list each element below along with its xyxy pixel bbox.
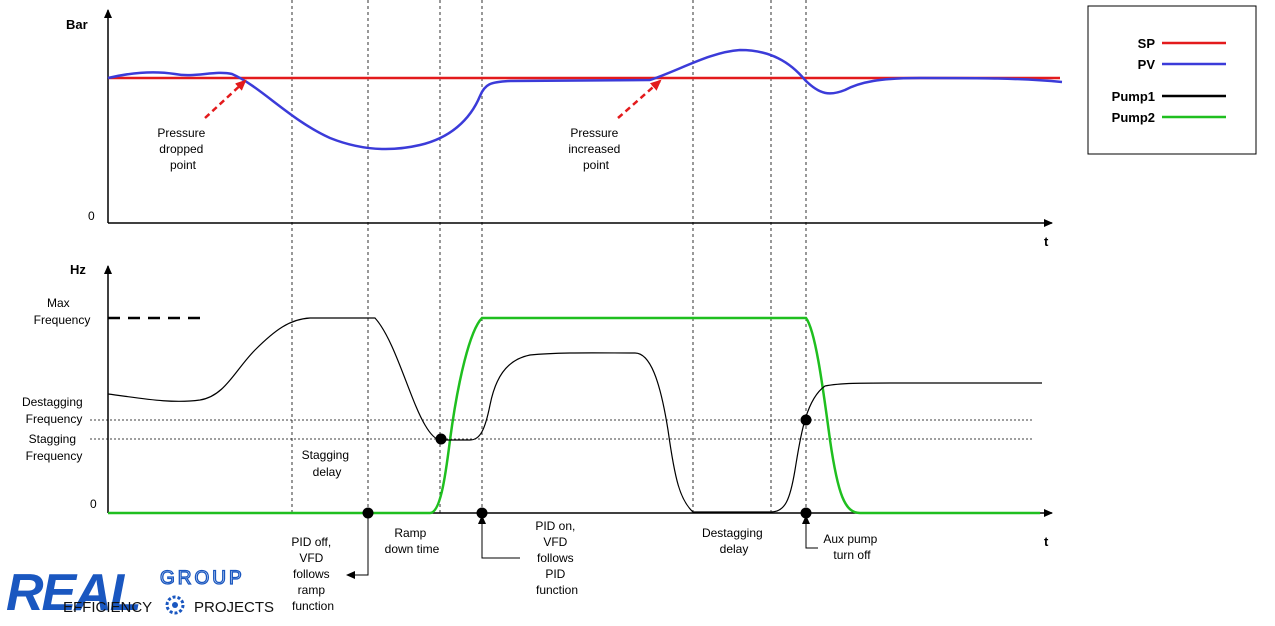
destagging-point-marker	[800, 414, 812, 426]
logo-projects-word: PROJECTS	[194, 599, 274, 616]
bottom-frequency-chart: Hz 0 t Max Frequency Destagging Frequenc…	[22, 262, 1053, 613]
top-x-axis-label: t	[1044, 234, 1049, 249]
max-frequency-label: Max Frequency	[34, 296, 91, 327]
legend-label-pump1: Pump1	[1112, 89, 1155, 104]
pv-series-line	[107, 48, 1063, 151]
legend: SP PV Pump1 Pump2	[1087, 5, 1257, 155]
legend-label-sp: SP	[1138, 36, 1156, 51]
logo-real-wordmark: REAL	[6, 564, 140, 622]
legend-label-pv: PV	[1138, 57, 1156, 72]
top-zero-label: 0	[88, 209, 95, 223]
pid-off-annotation: PID off, VFD follows ramp function	[291, 535, 334, 613]
legend-label-pump2: Pump2	[1112, 110, 1155, 125]
legend-item-sp: SP	[1138, 36, 1226, 51]
pump2-series-line	[108, 316, 1040, 515]
bottom-zero-label: 0	[90, 497, 97, 511]
pid-on-pointer	[478, 515, 520, 559]
stagging-frequency-label: Stagging Frequency	[26, 432, 83, 463]
legend-box	[1087, 5, 1257, 155]
ramp-down-annotation: Ramp down time	[385, 526, 440, 556]
stagging-point-marker	[435, 433, 447, 445]
bottom-x-axis-label: t	[1044, 534, 1049, 549]
logo-efficiency-word: EFFICIENCY	[63, 599, 152, 616]
legend-item-pump1: Pump1	[1112, 89, 1226, 104]
pid-on-annotation: PID on, VFD follows PID function	[535, 519, 578, 597]
legend-item-pv: PV	[1138, 57, 1226, 72]
aux-pump-off-pointer	[802, 515, 818, 549]
legend-item-pump2: Pump2	[1112, 110, 1226, 125]
stagging-delay-annotation: Stagging delay	[302, 448, 353, 479]
pressure-increased-annotation: Pressure increased point	[568, 126, 623, 172]
pressure-dropped-arrow	[204, 79, 247, 119]
pressure-dropped-annotation: Pressure dropped point	[157, 126, 208, 172]
aux-pump-off-annotation: Aux pump turn off	[823, 532, 880, 562]
bottom-y-axis-label: Hz	[70, 262, 86, 277]
destagging-delay-annotation: Destagging delay	[702, 526, 766, 556]
destagging-frequency-label: Destagging Frequency	[22, 395, 86, 426]
gear-icon	[165, 595, 185, 615]
pump1-series-line	[107, 317, 1042, 513]
pressure-increased-arrow	[617, 79, 662, 119]
real-group-logo: REAL GROUP EFFICIENCY PROJECTS	[6, 564, 274, 622]
pid-off-pointer	[346, 513, 369, 579]
vertical-guide-lines	[291, 0, 807, 515]
top-pressure-chart: Bar 0 t Pressure dropped point Pressure …	[66, 9, 1063, 249]
logo-group-wordmark: GROUP	[160, 568, 245, 589]
top-y-axis-label: Bar	[66, 17, 88, 32]
